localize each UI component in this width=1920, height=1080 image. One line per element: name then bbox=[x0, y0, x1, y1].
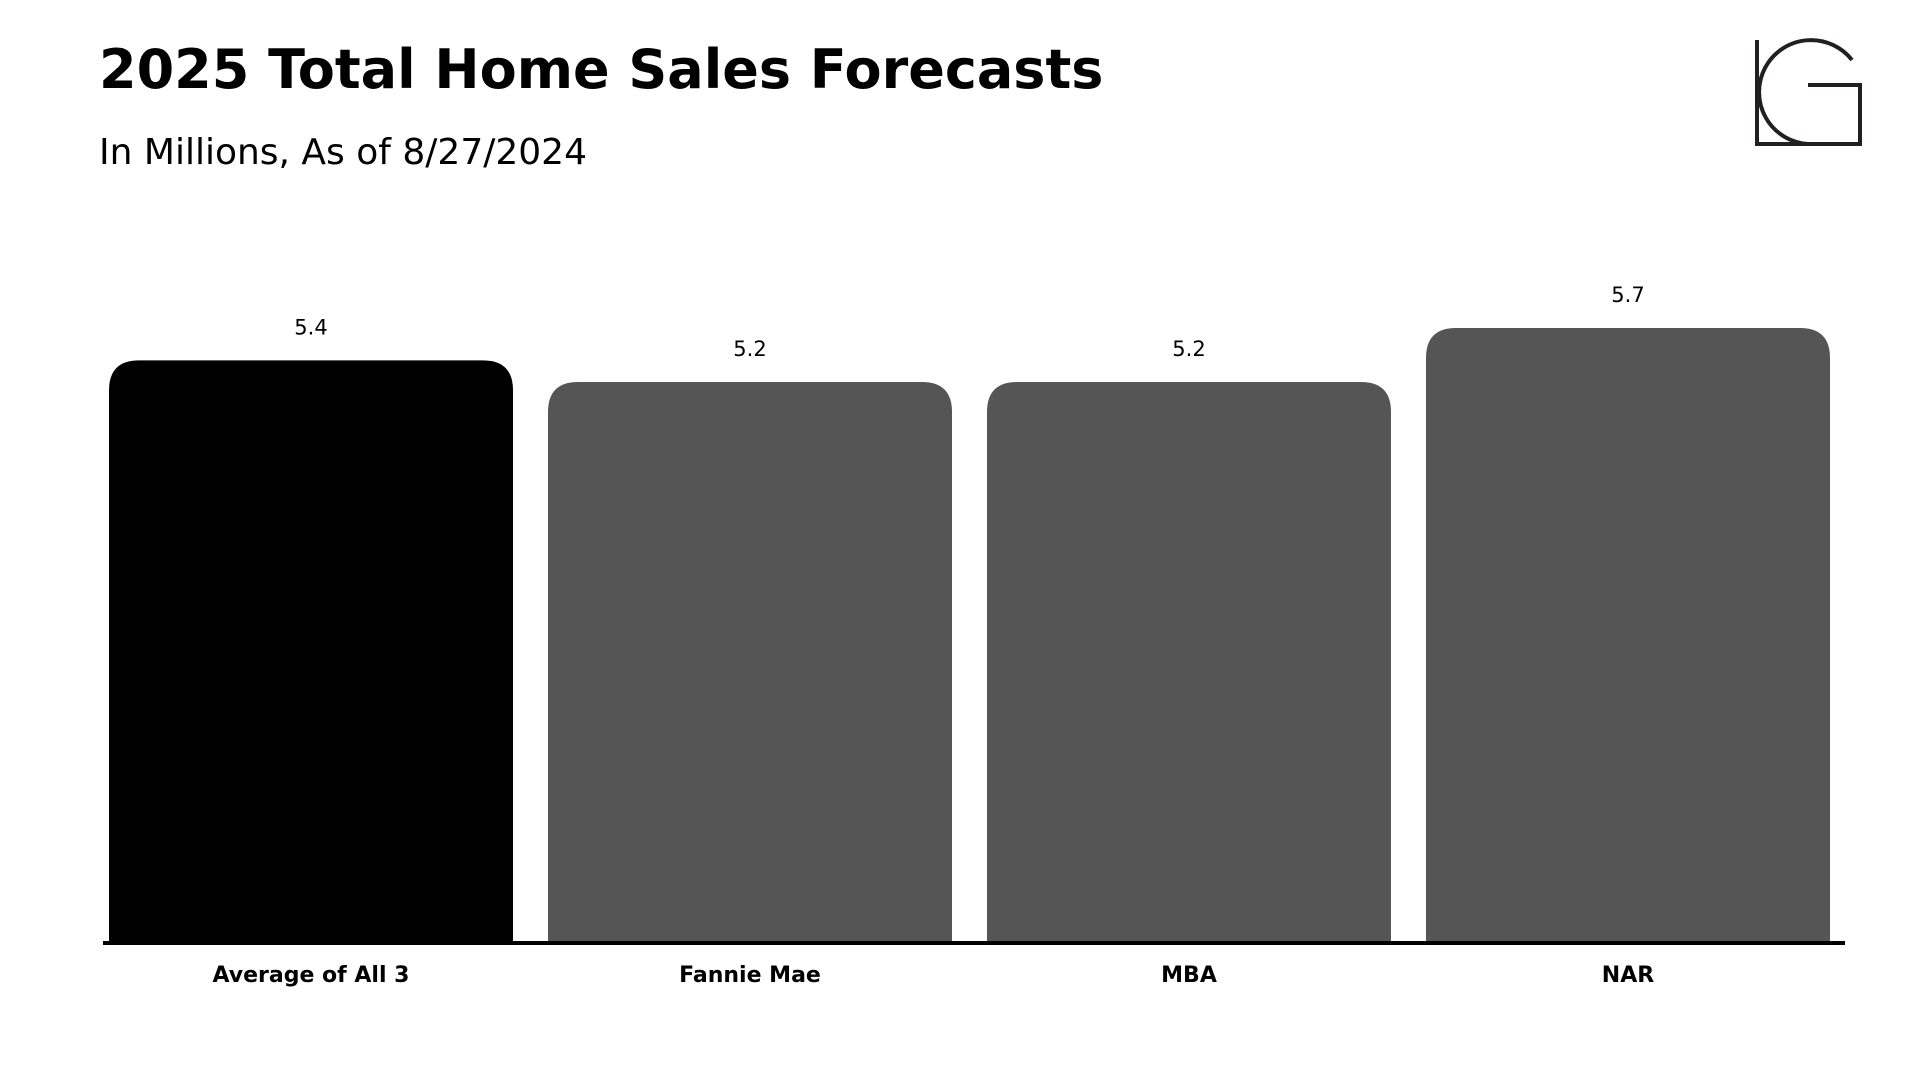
x-tick-label: MBA bbox=[1161, 963, 1217, 988]
value-label: 5.2 bbox=[1172, 337, 1205, 361]
x-tick-label: Average of All 3 bbox=[213, 963, 410, 988]
value-label: 5.4 bbox=[294, 315, 327, 339]
value-label: 5.7 bbox=[1611, 283, 1644, 307]
chart-title: 2025 Total Home Sales Forecasts bbox=[99, 38, 1103, 101]
value-label: 5.2 bbox=[733, 337, 766, 361]
chart-subtitle: In Millions, As of 8/27/2024 bbox=[99, 132, 587, 173]
logo bbox=[1755, 38, 1862, 146]
bar bbox=[987, 381, 1391, 943]
bar bbox=[109, 360, 513, 943]
x-tick-label: Fannie Mae bbox=[679, 963, 821, 988]
x-tick-label: NAR bbox=[1602, 963, 1654, 988]
bar bbox=[1426, 328, 1830, 943]
bar bbox=[548, 381, 952, 943]
